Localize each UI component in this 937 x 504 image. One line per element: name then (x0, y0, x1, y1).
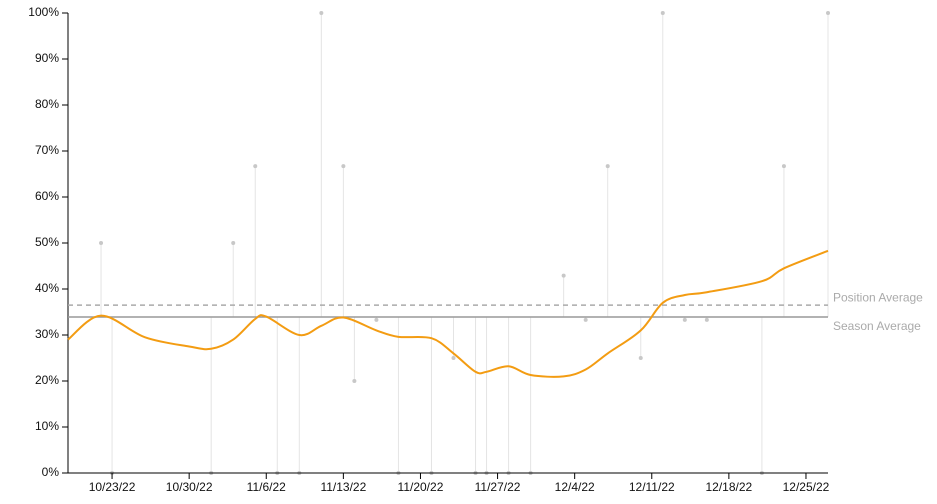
point (682, 317, 687, 322)
trend-line (67, 249, 829, 378)
x-tick-label: 12/25/22 (783, 480, 830, 494)
point (451, 356, 456, 360)
x-tick-label: 12/4/22 (555, 480, 595, 494)
point (231, 241, 236, 245)
point (704, 317, 709, 322)
point (660, 11, 665, 15)
y-tick-label: 50% (35, 235, 59, 249)
x-tick-label: 11/20/22 (398, 480, 444, 494)
point (374, 317, 379, 322)
y-tick-label: 30% (35, 327, 59, 341)
point (781, 164, 786, 169)
reference-label: Position Average (833, 290, 923, 304)
x-tick-label: 11/13/22 (320, 480, 366, 494)
point (638, 356, 643, 360)
x-tick-label: 11/27/22 (475, 480, 521, 494)
y-tick-label: 10% (35, 419, 59, 433)
y-tick-label: 40% (35, 281, 59, 295)
point (826, 11, 830, 15)
y-tick-label: 70% (35, 143, 59, 157)
x-tick-label: 12/11/22 (629, 480, 675, 494)
point (352, 379, 357, 383)
point (583, 317, 588, 322)
x-tick-label: 11/6/22 (247, 480, 286, 494)
y-tick-label: 80% (35, 97, 59, 111)
point (253, 164, 258, 169)
point (561, 273, 566, 278)
point (99, 241, 104, 245)
y-tick-label: 20% (35, 373, 59, 387)
point (319, 11, 324, 15)
x-tick-label: 10/23/22 (89, 480, 136, 494)
x-tick-label: 10/30/22 (166, 480, 213, 494)
y-tick-label: 0% (42, 465, 60, 479)
reference-label: Season Average (833, 319, 921, 333)
point (605, 164, 610, 169)
y-tick-label: 100% (28, 5, 59, 19)
x-tick-label: 12/18/22 (706, 480, 753, 494)
y-tick-label: 60% (35, 189, 59, 203)
point (341, 164, 346, 169)
y-tick-label: 90% (35, 51, 59, 65)
